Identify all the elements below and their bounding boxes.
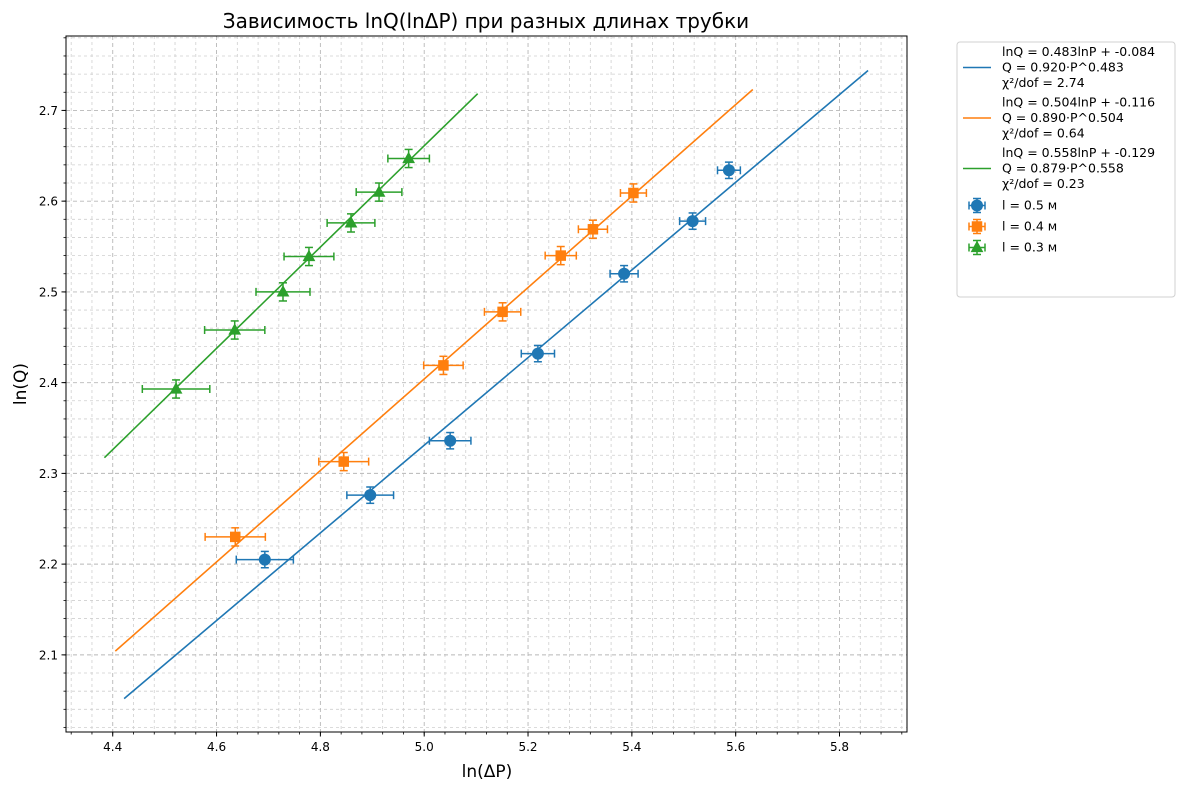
point-marker (302, 249, 316, 262)
series-1 (114, 88, 754, 652)
point-marker (402, 151, 416, 164)
data-point (483, 302, 522, 322)
legend-fit-label: χ²/dof = 2.74 (1002, 75, 1085, 90)
x-tick-label: 5.4 (622, 740, 641, 754)
legend-box (956, 41, 1176, 298)
data-point (355, 182, 403, 202)
data-point (619, 183, 648, 203)
axis-ticks: 4.4 4.6 4.8 5.0 5.2 5.4 5.6 5.8 2.1 2.2 2.3 2.4 2.5 2… (39, 37, 903, 754)
point-marker (722, 164, 735, 177)
fit-line (123, 69, 869, 700)
y-tick-label: 2.5 (39, 285, 58, 299)
point-marker (497, 306, 508, 318)
point-marker (555, 250, 566, 261)
x-tick-label: 4.4 (103, 740, 122, 754)
legend-fit-label: Q = 0.879·P^0.558 (1002, 161, 1124, 176)
data-point (716, 161, 742, 180)
data-point (141, 379, 211, 399)
legend-series-label: l = 0.4 м (1002, 219, 1057, 234)
data-point (422, 355, 464, 376)
legend-fit-label: χ²/dof = 0.23 (1002, 176, 1085, 191)
x-tick-label: 5.0 (415, 740, 434, 754)
y-tick-label: 2.6 (39, 195, 58, 209)
legend-fit-label: Q = 0.920·P^0.483 (1002, 60, 1124, 75)
plot-area: 4.4 4.6 4.8 5.0 5.2 5.4 5.6 5.8 2.1 2.2 2.3 2.4 2.5 2… (39, 35, 908, 754)
data-point (544, 245, 578, 266)
point-marker (438, 360, 449, 371)
data-point (678, 212, 707, 231)
legend-fit-label: lnQ = 0.504lnP + -0.116 (1002, 95, 1155, 110)
point-marker (372, 185, 386, 197)
legend-marker-swatch (970, 240, 984, 253)
point-marker (618, 267, 631, 280)
series-0 (123, 69, 869, 700)
fit-line (114, 88, 754, 652)
point-marker (344, 216, 358, 228)
x-tick-label: 4.8 (311, 740, 330, 754)
data-point (346, 486, 395, 505)
point-marker (258, 553, 271, 566)
data-point (203, 320, 266, 340)
data-point (318, 451, 370, 472)
y-tick-label: 2.4 (39, 376, 58, 390)
series-2 (103, 93, 479, 459)
x-tick-label: 5.2 (518, 740, 537, 754)
fit-line (103, 93, 479, 459)
y-tick-label: 2.7 (39, 104, 58, 118)
data-point (235, 550, 295, 569)
x-tick-label: 5.8 (830, 740, 849, 754)
point-marker (228, 323, 242, 335)
data-point (577, 219, 609, 240)
legend-fit-label: lnQ = 0.558lnP + -0.129 (1002, 145, 1155, 160)
point-marker (276, 285, 290, 297)
x-tick-label: 5.6 (726, 740, 745, 754)
point-marker (587, 224, 599, 235)
chart-title: Зависимость lnQ(lnΔP) при разных длинах … (223, 9, 749, 33)
data-point (204, 527, 267, 547)
point-marker (229, 531, 241, 543)
y-tick-label: 2.2 (39, 558, 58, 572)
data-point (283, 246, 335, 267)
legend-series-label: l = 0.3 м (1002, 240, 1057, 255)
legend-series-entry: l = 0.3 м (968, 240, 1057, 256)
x-axis-title: ln(ΔP) (462, 762, 513, 782)
data-point (609, 264, 639, 283)
point-marker (169, 382, 183, 394)
axes-frame (65, 35, 908, 733)
y-tick-label: 2.1 (39, 648, 58, 662)
point-marker (686, 215, 699, 228)
y-axis-title: ln(Q) (11, 363, 31, 405)
grid (66, 36, 907, 732)
legend-fit-label: χ²/dof = 0.64 (1002, 126, 1085, 141)
data-point (255, 282, 311, 302)
point-marker (444, 434, 457, 447)
legend-series-label: l = 0.5 м (1002, 198, 1057, 213)
legend-marker-swatch (971, 199, 983, 212)
data-point (520, 344, 556, 363)
data-point (326, 213, 376, 233)
y-tick-label: 2.3 (39, 467, 58, 481)
data-point (428, 431, 472, 450)
legend-series-entry: l = 0.4 м (968, 219, 1057, 235)
data-point (387, 148, 431, 169)
legend-marker-swatch (971, 221, 983, 232)
point-marker (628, 187, 639, 199)
legend-fit-label: lnQ = 0.483lnP + -0.084 (1002, 44, 1155, 59)
legend-series-entry: l = 0.5 м (968, 198, 1057, 214)
point-marker (531, 347, 544, 360)
legend-fit-label: Q = 0.890·P^0.504 (1002, 110, 1124, 125)
x-tick-label: 4.6 (207, 740, 226, 754)
point-marker (364, 489, 377, 502)
point-marker (338, 456, 349, 467)
